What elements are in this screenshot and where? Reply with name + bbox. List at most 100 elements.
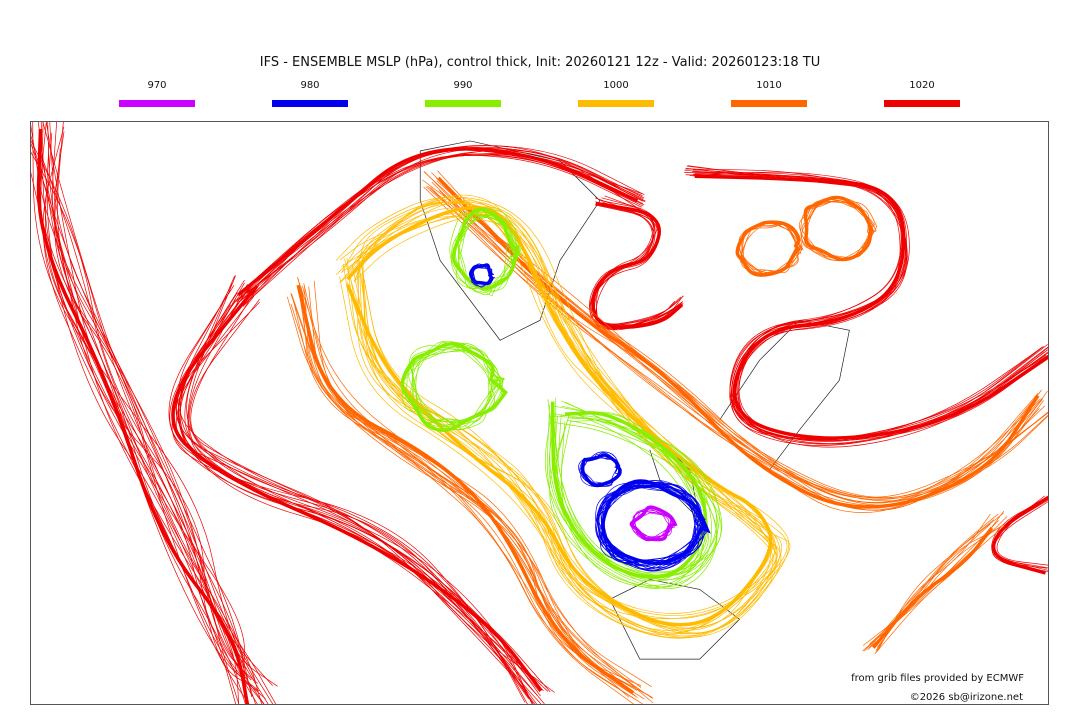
contour-1020 — [238, 145, 645, 300]
contour-990 — [551, 401, 717, 588]
contour-1020 — [991, 498, 1048, 572]
contour-1020 — [242, 148, 646, 307]
contour-1020 — [53, 131, 262, 704]
legend-label: 990 — [453, 80, 473, 91]
contour-1020 — [188, 284, 555, 693]
legend-item-1020: 1020 — [883, 80, 961, 107]
contour-bundle-980-secondary — [578, 451, 622, 488]
contour-1010 — [743, 223, 802, 273]
contour-1010 — [422, 179, 1043, 511]
chart-title: IFS - ENSEMBLE MSLP (hPa), control thick… — [259, 55, 821, 70]
contour-1020 — [31, 151, 247, 704]
contour-1000 — [339, 198, 778, 637]
contour-1020 — [31, 140, 259, 691]
contour-1020 — [54, 148, 250, 704]
contour-1020 — [57, 122, 273, 686]
contour-1020 — [685, 168, 1048, 442]
contour-1010 — [862, 525, 1005, 652]
contour-1020 — [239, 149, 643, 302]
copyright-credit: ©2026 sb@irizone.net — [909, 692, 1023, 703]
contour-1000 — [344, 201, 775, 634]
contour-1010 — [431, 182, 1048, 499]
contour-1020 — [592, 197, 684, 327]
contour-1010 — [423, 171, 1048, 499]
contour-1010 — [740, 221, 802, 275]
contour-1020 — [245, 146, 643, 301]
contour-1010 — [431, 172, 1044, 502]
contour-1020 — [189, 299, 533, 704]
contour-990 — [450, 208, 522, 293]
contour-bundle-1020-west — [31, 122, 278, 704]
contour-1020 — [45, 144, 278, 687]
contour-1020 — [693, 171, 1048, 445]
contour-1020 — [36, 128, 250, 704]
contour-bundle-1010-south — [862, 510, 1008, 655]
contour-1000 — [346, 216, 771, 635]
contour-1010 — [874, 510, 1005, 655]
contour-1020 — [237, 145, 637, 296]
contour-1020 — [37, 122, 277, 704]
contour-1020 — [589, 201, 684, 325]
contour-1020 — [32, 122, 256, 681]
contour-bundle-1010-east — [422, 170, 1048, 513]
contour-990 — [555, 397, 719, 580]
contour-1010 — [430, 188, 1039, 511]
contour-1010 — [430, 186, 1048, 498]
contour-1010 — [290, 303, 636, 700]
contour-1020 — [178, 282, 530, 700]
contour-1010 — [298, 290, 652, 688]
legend-swatch — [119, 100, 195, 107]
contour-990 — [549, 408, 722, 582]
legend-item-990: 990 — [424, 80, 502, 107]
contour-1020 — [38, 144, 265, 704]
contour-bundle-1020-atlantic — [168, 275, 555, 704]
contour-990 — [554, 405, 718, 589]
contour-1010 — [437, 170, 1042, 504]
contour-1000 — [355, 214, 791, 629]
contour-990 — [457, 211, 516, 296]
contour-1010 — [297, 278, 644, 704]
contour-1010 — [301, 290, 631, 691]
contour-bundle-970 — [629, 505, 678, 542]
contour-1020 — [38, 149, 258, 704]
contour-1010 — [862, 520, 999, 646]
legend-label: 1020 — [909, 80, 935, 91]
contour-980 — [601, 483, 697, 567]
contour-1020 — [47, 132, 237, 704]
contour-1020 — [237, 153, 643, 296]
contour-bundle-1020-east — [991, 495, 1048, 575]
contour-1010 — [864, 516, 1008, 652]
contour-980 — [600, 482, 707, 565]
contour-1020 — [45, 122, 265, 704]
contour-bundle-990-low — [544, 397, 723, 589]
contour-1020 — [49, 122, 269, 704]
contour-990 — [410, 346, 504, 423]
contour-bundle-1020-scandinavia — [684, 165, 1048, 448]
contour-1010 — [286, 296, 653, 699]
contour-990 — [412, 340, 504, 428]
contour-1020 — [590, 203, 680, 326]
contour-990 — [548, 405, 723, 576]
contour-990 — [402, 342, 501, 431]
legend-item-980: 980 — [271, 80, 349, 107]
contour-1010 — [804, 201, 875, 259]
contour-1000 — [339, 212, 777, 639]
contour-1010 — [293, 301, 645, 700]
contour-1020 — [39, 122, 258, 684]
legend-swatch — [884, 100, 960, 107]
legend-item-1010: 1010 — [730, 80, 808, 107]
contour-1010 — [427, 185, 1041, 503]
contour-1010 — [301, 298, 654, 704]
legend-swatch — [272, 100, 348, 107]
contour-1020 — [236, 153, 644, 303]
contour-1020 — [596, 204, 676, 329]
contour-980 — [580, 453, 622, 488]
contour-1020 — [190, 284, 537, 704]
contour-1010 — [868, 524, 991, 649]
contour-1020 — [42, 126, 266, 700]
coastlines — [419, 140, 850, 660]
contour-1020 — [242, 149, 645, 307]
contour-990 — [549, 413, 705, 586]
contour-1020 — [40, 122, 260, 692]
contour-990 — [457, 215, 518, 293]
